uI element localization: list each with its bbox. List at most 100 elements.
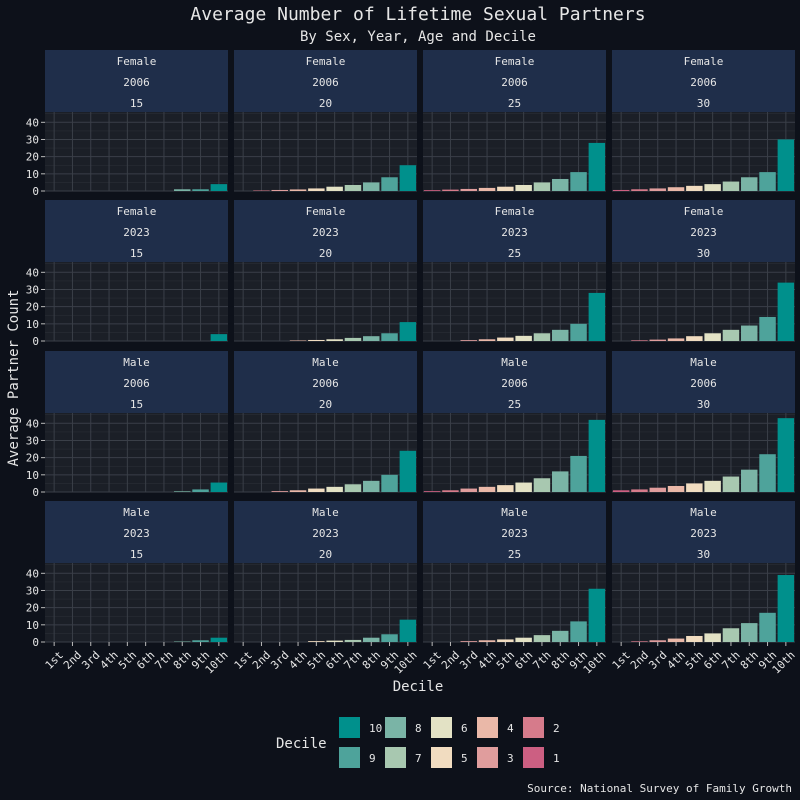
chart-subtitle: By Sex, Year, Age and Decile <box>300 29 536 45</box>
facet-sex-label: Female <box>495 55 535 68</box>
facet-sex-label: Female <box>495 205 535 218</box>
bar <box>308 188 325 191</box>
facet-age-label: 20 <box>319 548 332 561</box>
bar <box>253 190 270 191</box>
facet-age-label: 20 <box>319 97 332 110</box>
bar <box>759 316 776 341</box>
bar <box>497 485 514 492</box>
facet-panel: Female 2006 20 <box>234 50 417 192</box>
y-tick-label: 20 <box>26 301 39 314</box>
facet-age-label: 15 <box>130 97 143 110</box>
y-tick-label: 10 <box>26 318 39 331</box>
facet-sex-label: Female <box>684 55 724 68</box>
facet-sex-label: Female <box>684 205 724 218</box>
facet-sex-label: Male <box>123 356 150 369</box>
plot-area <box>45 112 228 191</box>
facet-strip <box>45 50 228 112</box>
bar <box>381 177 398 191</box>
legend-swatch <box>431 747 452 768</box>
bar <box>326 640 343 642</box>
bar <box>478 640 496 642</box>
bar <box>552 471 569 492</box>
facet-panel: Female 2006 25 <box>423 50 606 192</box>
bar <box>271 491 288 492</box>
facet-panel: Male 2006 15 0 10 20 30 40 <box>26 351 228 499</box>
bar <box>612 189 630 191</box>
facet-strip <box>45 200 228 262</box>
bar <box>478 486 496 492</box>
legend-label: 7 <box>415 752 422 765</box>
bar <box>588 419 606 492</box>
facet-panel: Male 2006 30 <box>612 351 795 493</box>
facet-panel: Female 2006 30 <box>612 50 795 192</box>
bar <box>649 487 666 492</box>
legend-swatch <box>385 747 406 768</box>
bar <box>570 172 587 191</box>
legend-swatch <box>339 717 360 738</box>
plot-area <box>234 563 417 642</box>
bar <box>497 639 514 642</box>
bar <box>515 637 532 642</box>
bar <box>271 189 288 191</box>
bar <box>649 339 666 341</box>
facet-year-label: 2006 <box>690 377 717 390</box>
facet-age-label: 15 <box>130 247 143 260</box>
bar <box>704 633 721 642</box>
facet-strip <box>234 501 417 563</box>
bar <box>533 333 551 341</box>
bar <box>588 142 606 191</box>
y-tick-label: 0 <box>32 636 39 649</box>
facet-panel: Female 2023 15 0 10 20 30 40 <box>26 200 228 348</box>
facet-strip <box>45 351 228 413</box>
y-tick-label: 30 <box>26 584 39 597</box>
bar <box>612 490 630 492</box>
bar <box>631 189 648 191</box>
legend-label: 1 <box>553 752 560 765</box>
facet-strip <box>45 501 228 563</box>
plot-area <box>45 563 228 642</box>
legend-label: 5 <box>461 752 468 765</box>
facet-year-label: 2023 <box>312 527 339 540</box>
facet-year-label: 2006 <box>501 76 528 89</box>
bar <box>533 182 551 191</box>
legend-label: 9 <box>369 752 376 765</box>
bar <box>552 178 569 191</box>
legend-label: 10 <box>369 722 382 735</box>
y-tick-label: 20 <box>26 602 39 615</box>
bar <box>326 186 343 191</box>
bar <box>174 189 191 191</box>
bar <box>570 323 587 341</box>
bar <box>192 189 209 191</box>
bar <box>344 184 362 191</box>
bar <box>704 184 721 191</box>
y-tick-label: 40 <box>26 116 39 129</box>
bar <box>649 640 666 642</box>
bar <box>442 189 459 191</box>
legend-label: 6 <box>461 722 468 735</box>
facet-age-label: 30 <box>697 97 710 110</box>
bar <box>570 621 587 642</box>
bar <box>741 325 758 341</box>
bar <box>533 635 551 642</box>
bar <box>363 480 380 492</box>
bar <box>308 641 325 642</box>
facet-sex-label: Female <box>117 55 157 68</box>
facet-age-label: 25 <box>508 398 521 411</box>
bar <box>588 292 606 341</box>
legend: Decile 10 9 8 7 6 5 4 3 2 1 <box>276 717 560 768</box>
bar <box>381 474 398 492</box>
facet-panel: Male2023301st2nd3rd4th5th6th7th8th9th10t… <box>610 501 798 677</box>
plot-area <box>45 413 228 492</box>
bar <box>308 339 325 341</box>
bar <box>210 482 228 492</box>
facet-strip <box>234 351 417 413</box>
bar <box>174 491 191 492</box>
bar <box>289 490 307 492</box>
bar <box>326 486 343 492</box>
y-tick-label: 40 <box>26 266 39 279</box>
bar <box>381 333 398 341</box>
bar <box>460 488 477 492</box>
bar <box>667 638 685 642</box>
y-tick-label: 10 <box>26 469 39 482</box>
